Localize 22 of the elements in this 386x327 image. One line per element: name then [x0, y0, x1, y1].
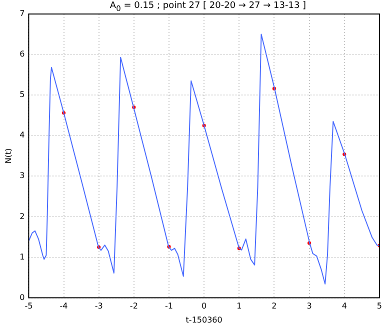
x-tick-label: -4	[60, 302, 68, 311]
chart-title: A$_{0}$ = 0.15 ; point 27 [ 20-20 → 27 → 13-13 ]	[108, 1, 308, 13]
y-tick-label: 3	[20, 171, 25, 180]
x-tick-label: 3	[306, 302, 312, 311]
x-tick-label: 5	[376, 302, 382, 311]
x-tick-label: 1	[236, 302, 242, 311]
x-tick-label: -5	[24, 302, 33, 311]
x-axis-title: t-150360	[186, 315, 222, 324]
x-tick-label: 4	[342, 302, 347, 311]
y-axis-title: N(t)	[4, 148, 13, 164]
y-tick-label: 1	[20, 252, 25, 262]
y-tick-label: 7	[20, 9, 25, 18]
y-tick-label: 5	[20, 90, 25, 100]
x-tick-label: 2	[272, 302, 277, 311]
x-tick-label: -2	[130, 302, 138, 311]
y-tick-label: 4	[20, 130, 25, 140]
x-tick-label: -1	[165, 302, 173, 311]
y-tick-label: 0	[20, 292, 25, 302]
x-tick-label: 0	[202, 302, 207, 311]
y-tick-label: 2	[20, 212, 25, 221]
y-tick-label: 6	[20, 50, 25, 59]
x-tick-label: -3	[94, 302, 103, 311]
